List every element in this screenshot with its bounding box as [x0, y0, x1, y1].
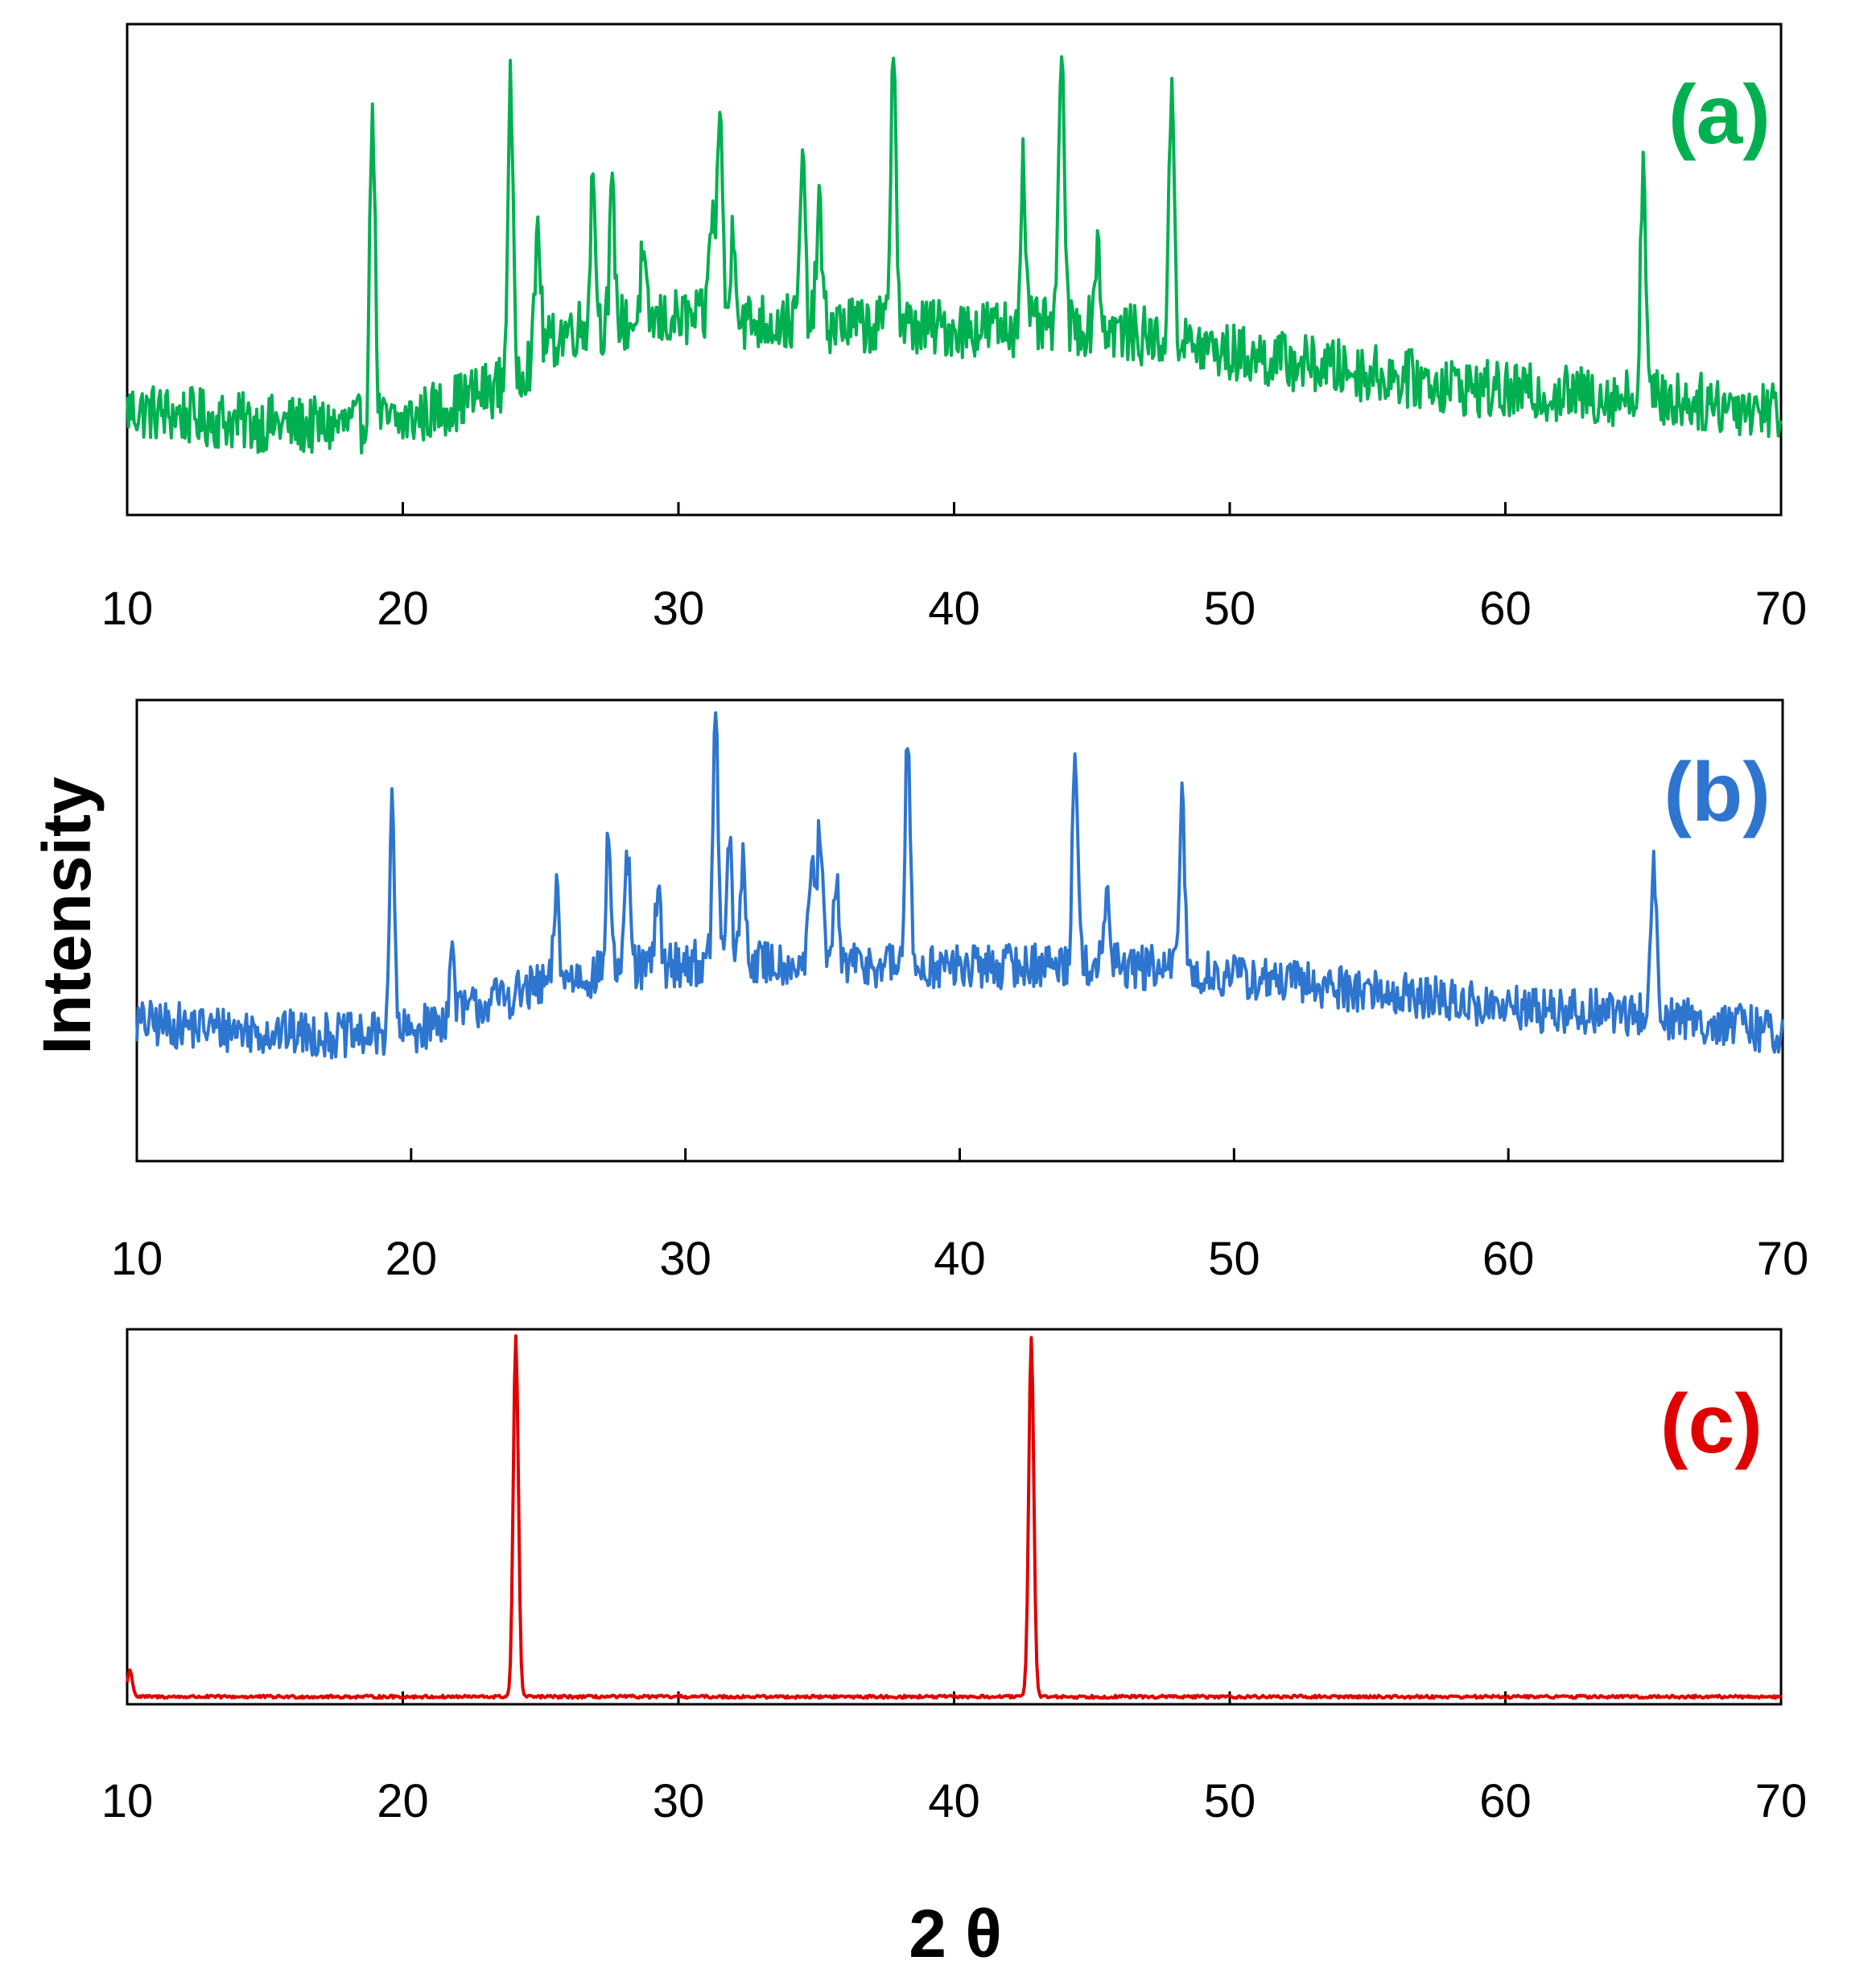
peak-point — [1074, 740, 1077, 743]
peak-point — [509, 81, 512, 84]
plot-frame — [126, 1328, 1783, 1706]
panel-a: 10 20 30 40 50 60 70 (a) — [101, 23, 1808, 635]
xrd-series-line — [126, 55, 1783, 455]
peak-point — [536, 219, 539, 222]
peak-point — [1181, 791, 1184, 794]
x-tick-label: 10 — [111, 1233, 163, 1285]
x-tick-label: 30 — [659, 1233, 711, 1285]
peak-point — [611, 195, 614, 198]
panel-c: 10 20 30 40 50 60 70 (c) — [101, 1328, 1808, 1827]
x-axis-title: 2 θ — [909, 1896, 1001, 1971]
x-tick-label: 40 — [928, 1775, 980, 1827]
peak-point — [1170, 76, 1173, 80]
x-tick-label: 40 — [934, 1233, 986, 1285]
x-tick-label: 70 — [1757, 1233, 1809, 1285]
peak-point — [555, 888, 558, 891]
peak-point — [1107, 892, 1110, 896]
peak-point — [892, 27, 895, 31]
peak-point — [728, 837, 731, 840]
peak-point — [1029, 1335, 1033, 1338]
peak-point — [607, 832, 610, 835]
x-tick-label: 60 — [1482, 1233, 1535, 1285]
peak-point — [641, 258, 644, 262]
x-tick-label: 50 — [1208, 1233, 1260, 1285]
panel-label: (c) — [1660, 1378, 1763, 1471]
x-tick-label: 70 — [1755, 583, 1808, 635]
peak-point — [718, 97, 721, 100]
peak-point — [710, 209, 713, 212]
x-tick-label: 20 — [377, 1775, 429, 1827]
peak-point — [835, 883, 838, 886]
peak-point — [818, 200, 821, 203]
x-tick-label: 60 — [1479, 1775, 1532, 1827]
x-tick-label: 70 — [1755, 1775, 1808, 1827]
peak-point — [1652, 851, 1655, 854]
peak-point — [1096, 238, 1099, 241]
peak-point — [1060, 27, 1063, 31]
x-tick-label: 10 — [101, 1775, 154, 1827]
x-tick-label: 30 — [653, 583, 705, 635]
y-axis-title: Intensity — [29, 776, 105, 1055]
panel-label: (a) — [1668, 68, 1771, 162]
peak-point — [657, 888, 660, 891]
x-tick-label: 20 — [386, 1233, 438, 1285]
peak-point — [514, 1335, 517, 1338]
peak-point — [626, 855, 629, 859]
peak-point — [371, 97, 374, 100]
peak-point — [906, 740, 909, 743]
x-tick-label: 50 — [1204, 583, 1256, 635]
peak-point — [451, 952, 454, 955]
x-tick-label: 10 — [101, 583, 154, 635]
plot-frame — [135, 698, 1784, 1163]
peak-point — [390, 805, 394, 808]
peak-point — [128, 1669, 131, 1672]
peak-point — [1642, 155, 1645, 159]
peak-point — [818, 823, 822, 826]
panel-label: (b) — [1664, 746, 1771, 839]
peak-point — [714, 707, 717, 711]
peak-point — [810, 860, 813, 863]
peak-point — [732, 219, 736, 222]
x-tick-label: 20 — [377, 583, 429, 635]
x-tick-label: 40 — [928, 583, 980, 635]
peak-point — [801, 160, 804, 163]
peak-point — [1021, 160, 1025, 163]
peak-point — [592, 170, 595, 173]
x-tick-label: 30 — [653, 1775, 705, 1827]
x-tick-label: 50 — [1204, 1775, 1256, 1827]
xrd-series-line — [126, 1334, 1783, 1700]
panel-b: 10 20 30 40 50 60 70 (b) — [111, 698, 1809, 1285]
x-tick-label: 60 — [1479, 583, 1532, 635]
peak-point — [741, 855, 744, 859]
xrd-series-line — [135, 711, 1784, 1060]
